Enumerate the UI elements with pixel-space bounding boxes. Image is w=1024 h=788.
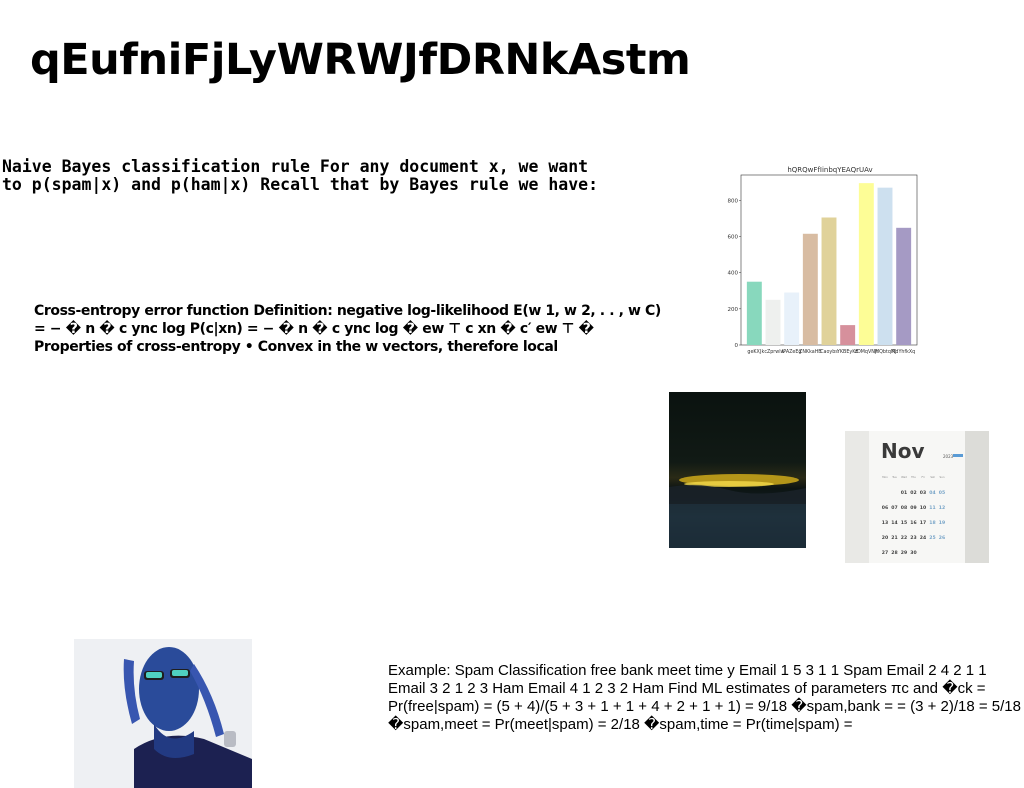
calendar-day: 12 (939, 505, 945, 511)
bar-YKBEyKE (840, 325, 856, 345)
naive-bayes-paragraph: Naive Bayes classification rule For any … (2, 157, 599, 194)
calendar-day: 05 (939, 490, 945, 496)
calendar-weekday: Sun (940, 475, 945, 479)
calendar-month: Nov (881, 439, 925, 463)
calendar-weekday: Wed (901, 475, 907, 479)
calendar-day: 28 (891, 550, 897, 556)
y-tick-label: 800 (728, 198, 739, 204)
x-tick-label: IPAZeEg (782, 349, 802, 355)
calendar-year: 2023 (943, 454, 954, 459)
calendar-weekday: Sat (930, 475, 934, 479)
spam-example-paragraph: Example: Spam Classification free bank m… (388, 662, 1021, 733)
calendar-day: 27 (882, 550, 888, 556)
bar-Caoybs (821, 217, 837, 345)
bar-chart: hQRQwFfIinbqYEAQrUAv 0 200 400 600 800 geKXJ… (720, 160, 930, 360)
calendar-day: 23 (910, 535, 916, 541)
calendar-day: 24 (920, 535, 926, 541)
x-tick-label: ZNKkaHB (799, 349, 822, 355)
person-portrait-drawing (74, 639, 252, 788)
page-title: qEufniFjLyWRWJfDRNkAstm (30, 35, 691, 85)
calendar-day: 14 (891, 520, 897, 526)
calendar-day: 20 (882, 535, 888, 541)
x-tick-label: Caoybs (820, 349, 838, 355)
calendar-day: 01 (901, 490, 907, 496)
calendar-day: 13 (882, 520, 888, 526)
calendar-drawing: Nov 2023 Mon Tue Wed Thu Fri Sat Sun 01 02 03 04 0… (869, 431, 989, 563)
calendar-day: 17 (920, 520, 926, 526)
bar-chart-svg: hQRQwFfIinbqYEAQrUAv 0 200 400 600 800 geKXJ… (728, 166, 918, 355)
cross-entropy-paragraph: Cross-entropy error function Definition:… (34, 303, 661, 355)
calendar-day: 09 (910, 505, 916, 511)
calendar-weekday: Fri (921, 475, 924, 479)
x-tick-label: geKXJ (747, 349, 761, 355)
bar-kcZprwlw (765, 299, 781, 345)
calendar-day: 29 (901, 550, 907, 556)
bar-RdYhfkXq (896, 227, 912, 345)
calendar-day: 08 (901, 505, 907, 511)
bar-zDMqVNjt (858, 183, 874, 345)
calendar-day: 02 (910, 490, 916, 496)
night-landscape-drawing (669, 474, 806, 548)
bar-ZNKkaHB (802, 233, 818, 345)
bar-geKXJ (746, 281, 762, 345)
calendar-day: 18 (929, 520, 935, 526)
calendar-day: 10 (920, 505, 926, 511)
calendar-weekday: Tue (892, 475, 897, 479)
calendar-day: 04 (929, 490, 935, 496)
chart-title: hQRQwFfIinbqYEAQrUAv (787, 166, 872, 174)
calendar-image: Nov 2023 Mon Tue Wed Thu Fri Sat Sun 01 02 03 04 0… (845, 431, 989, 563)
calendar-day: 15 (901, 520, 907, 526)
x-tick-label: IMQbtqMJ (874, 349, 897, 355)
x-tick-label: YKBEyKE (836, 349, 858, 355)
bar-IMQbtqMJ (877, 187, 893, 345)
calendar-day: 03 (920, 490, 926, 496)
calendar-weekdays: Mon Tue Wed Thu Fri Sat Sun (882, 475, 945, 479)
calendar-day: 06 (882, 505, 888, 511)
calendar-day: 25 (929, 535, 935, 541)
calendar-day: 16 (910, 520, 916, 526)
calendar-day: 19 (939, 520, 945, 526)
calendar-day: 22 (901, 535, 907, 541)
calendar-weekday: Thu (911, 475, 916, 479)
x-tick-label: RdYhfkXq (892, 349, 915, 355)
y-tick-label: 0 (735, 343, 739, 349)
calendar-day: 07 (891, 505, 897, 511)
y-tick-label: 600 (728, 234, 739, 240)
calendar-day: 21 (891, 535, 897, 541)
calendar-day: 26 (939, 535, 945, 541)
calendar-day: 30 (910, 550, 916, 556)
x-tick-label: zDMqVNjt (855, 349, 879, 355)
calendar-day: 11 (929, 505, 935, 511)
y-tick-label: 400 (728, 271, 739, 277)
bar-IPAZeEg (784, 292, 800, 345)
chart-bars (746, 183, 912, 345)
calendar-weekday: Mon (882, 475, 888, 479)
x-tick-label: kcZprwlw (762, 349, 785, 355)
person-portrait-image (74, 639, 252, 788)
y-tick-label: 200 (728, 307, 739, 313)
night-landscape-image (669, 392, 806, 548)
